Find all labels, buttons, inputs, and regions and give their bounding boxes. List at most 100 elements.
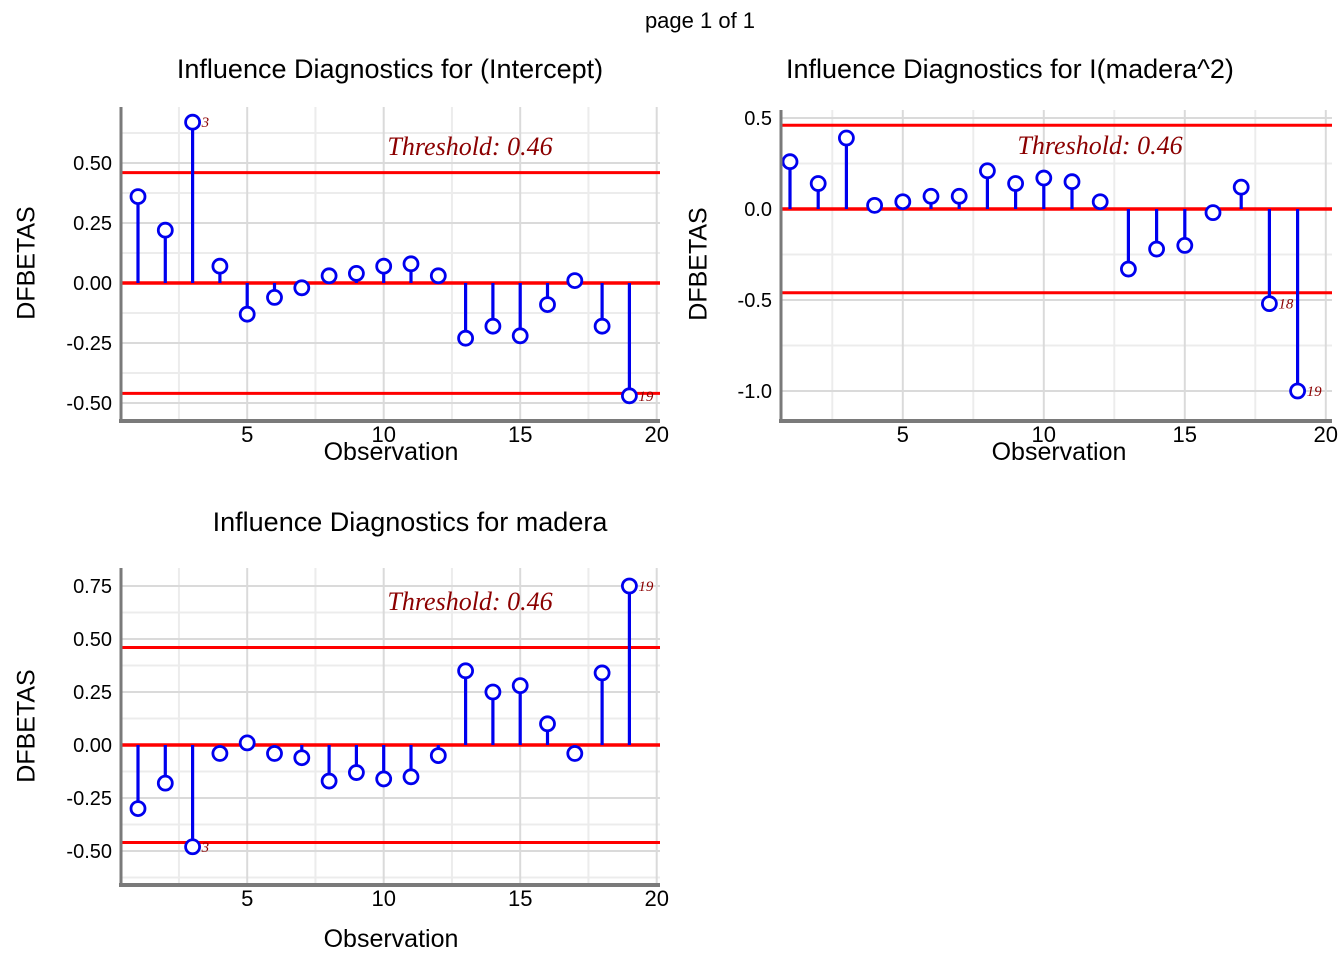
data-point-marker-obs-12 [429,747,447,764]
y-tick-label: -0.50 [66,841,112,863]
data-point-marker-obs-1 [781,153,799,171]
data-point-marker-obs-6 [922,187,940,205]
x-tick-label: 10 [371,886,395,911]
data-point-marker-obs-1 [129,188,147,206]
data-point-marker-obs-13 [1120,260,1137,278]
y-tick-label: 0.5 [744,108,772,130]
chart-madera2-title: Influence Diagnostics for I(madera^2) [786,54,1234,84]
data-point-marker-obs-6 [266,745,283,762]
x-tick-label: 15 [508,422,532,447]
data-point-marker-obs-15 [511,677,529,695]
data-point-marker-obs-3 [838,129,855,147]
x-tick-label: 10 [371,422,395,447]
x-tick-label: 5 [897,422,909,447]
data-point-marker-obs-8 [320,772,338,790]
data-point-marker-obs-1 [129,800,147,817]
chart-intercept-x-axis-label: Observation [323,438,459,466]
point-label-obs-19: 19 [638,579,654,595]
data-point-marker-obs-5 [238,734,256,752]
data-point-marker-obs-17 [566,745,584,762]
chart-madera2-threshold-annotation: Threshold: 0.46 [1017,131,1183,160]
data-point-marker-obs-2 [156,774,174,792]
x-tick-label: 15 [1173,422,1197,447]
data-point-marker-obs-13 [457,662,475,680]
chart-intercept-threshold-annotation: Threshold: 0.46 [387,132,553,161]
data-point-marker-obs-5 [238,305,256,323]
chart-madera-threshold-annotation: Threshold: 0.46 [387,587,553,616]
data-point-marker-obs-7 [293,749,311,767]
data-point-marker-obs-14 [484,683,502,701]
data-point-marker-obs-19 [621,577,638,595]
data-point-marker-obs-17 [566,272,584,290]
chart-madera-title: Influence Diagnostics for madera [212,507,608,537]
point-label-obs-19: 19 [638,389,654,405]
data-point-marker-obs-4 [211,745,229,762]
data-point-marker-obs-18 [593,317,611,335]
point-label-obs-19: 19 [1307,384,1323,400]
y-tick-label: 0.25 [73,213,112,235]
chart-madera2-y-axis-label: DFBETAS [684,207,713,321]
data-point-marker-obs-8 [320,267,338,285]
data-point-marker-obs-9 [1007,175,1024,192]
y-tick-label: -0.25 [66,788,112,810]
data-point-marker-obs-8 [979,162,996,180]
chart-intercept-title: Influence Diagnostics for (Intercept) [176,54,604,84]
data-point-marker-obs-10 [1035,169,1053,187]
data-point-marker-obs-15 [511,327,529,345]
point-label-obs-3: 3 [201,840,210,856]
data-point-marker-obs-4 [866,196,883,214]
point-label-obs-3: 3 [201,115,210,131]
y-tick-label: -0.50 [66,393,112,415]
x-tick-label: 20 [644,886,668,911]
data-point-marker-obs-5 [894,193,912,211]
x-tick-label: 10 [1032,422,1056,447]
data-point-marker-obs-12 [1091,193,1109,211]
data-point-marker-obs-11 [1063,173,1081,191]
data-point-marker-obs-6 [266,288,283,306]
data-point-marker-obs-16 [539,296,556,314]
data-point-marker-obs-14 [1148,240,1165,258]
data-point-marker-obs-16 [539,715,556,733]
data-point-marker-obs-19 [1289,382,1306,400]
data-point-marker-obs-9 [347,264,365,282]
data-point-marker-obs-7 [950,187,968,205]
y-tick-label: 0.00 [73,735,112,757]
y-tick-label: -0.25 [66,333,112,355]
y-tick-label: 0.00 [73,273,112,295]
data-point-marker-obs-17 [1232,178,1250,196]
data-point-marker-obs-10 [375,770,393,788]
x-tick-label: 5 [241,886,253,911]
data-point-marker-obs-10 [375,257,393,275]
data-point-marker-obs-11 [402,255,420,273]
data-point-marker-obs-18 [593,664,611,682]
x-tick-label: 20 [644,422,668,447]
data-point-marker-obs-15 [1176,236,1194,254]
data-point-marker-obs-3 [184,838,202,856]
x-tick-label: 20 [1314,422,1338,447]
data-point-marker-obs-2 [809,175,827,192]
chart-madera2-x-axis-label: Observation [991,438,1127,466]
y-tick-label: 0.50 [73,153,112,175]
data-point-marker-obs-13 [457,329,475,347]
data-point-marker-obs-4 [211,257,229,275]
x-tick-label: 15 [508,886,532,911]
data-point-marker-obs-7 [293,279,311,297]
data-point-marker-obs-14 [484,317,502,335]
data-point-marker-obs-18 [1261,295,1278,313]
y-tick-label: -0.5 [738,290,772,312]
data-point-marker-obs-3 [184,113,202,131]
data-point-marker-obs-16 [1204,204,1222,222]
y-tick-label: 0.0 [744,199,772,221]
page-number-label: page 1 of 1 [644,8,756,33]
data-point-marker-obs-11 [402,768,420,786]
chart-madera-y-axis-label: DFBETAS [12,669,41,783]
y-tick-label: 0.75 [73,576,112,598]
y-tick-label: 0.25 [73,682,112,704]
chart-intercept-y-axis-label: DFBETAS [12,206,41,320]
y-tick-label: 0.50 [73,629,112,651]
chart-madera-x-axis-label: Observation [323,925,459,953]
y-tick-label: -1.0 [738,381,772,403]
data-point-marker-obs-9 [347,764,365,781]
